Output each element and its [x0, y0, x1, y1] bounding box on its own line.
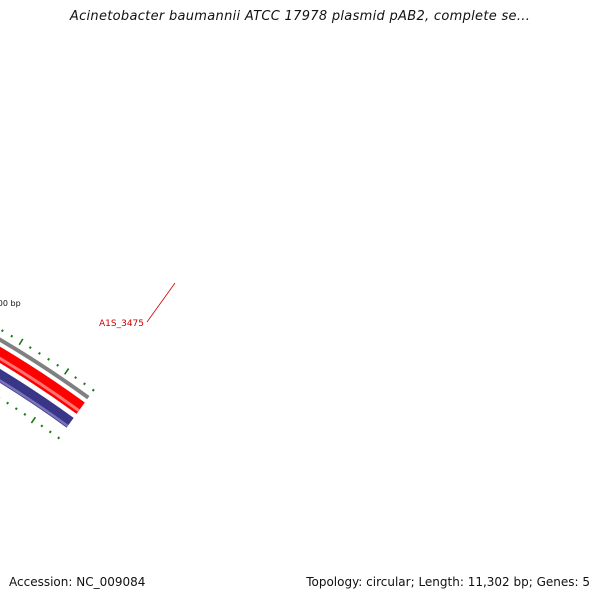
- topology-summary: Topology: circular; Length: 11,302 bp; G…: [306, 575, 590, 589]
- inner-minor-tick: [14, 407, 18, 411]
- outer-major-tick: [18, 338, 24, 346]
- gene-label-a1s-3475[interactable]: A1S_3475: [99, 319, 144, 329]
- forward-cds-band[interactable]: [0, 206, 85, 414]
- outer-minor-tick: [38, 351, 41, 355]
- inner-minor-tick: [40, 424, 44, 428]
- scale-labels: 7100 bp7000 bp6900 bp6800 bp6700 bp6600 …: [0, 299, 21, 308]
- outer-minor-tick: [56, 363, 60, 367]
- inner-major-tick: [30, 416, 37, 424]
- outer-tick-marks: [0, 329, 95, 392]
- outer-minor-tick: [74, 376, 78, 380]
- inner-minor-tick: [57, 436, 61, 440]
- scale-label: 6200 bp: [0, 299, 21, 308]
- forward-cds-highlight: [0, 356, 80, 412]
- gene-label-leader-line: [146, 282, 176, 323]
- outer-major-tick: [64, 368, 70, 375]
- outer-minor-tick: [28, 346, 32, 350]
- reverse-cds-band[interactable]: [0, 224, 74, 428]
- reverse-cds-highlight: [0, 379, 69, 427]
- accession-text: Accession: NC_009084: [9, 575, 146, 589]
- inner-minor-tick: [48, 430, 52, 434]
- inner-tick-marks: [0, 396, 61, 440]
- outer-minor-tick: [47, 357, 51, 361]
- inner-minor-tick: [6, 401, 10, 405]
- inner-minor-tick: [23, 412, 27, 416]
- outer-minor-tick: [10, 334, 14, 338]
- map-title: Acinetobacter baumannii ATCC 17978 plasm…: [69, 9, 531, 24]
- outer-minor-tick: [83, 382, 86, 386]
- outer-minor-tick: [0, 329, 4, 333]
- sequence-backbone: [0, 337, 90, 400]
- outer-minor-tick: [91, 388, 95, 392]
